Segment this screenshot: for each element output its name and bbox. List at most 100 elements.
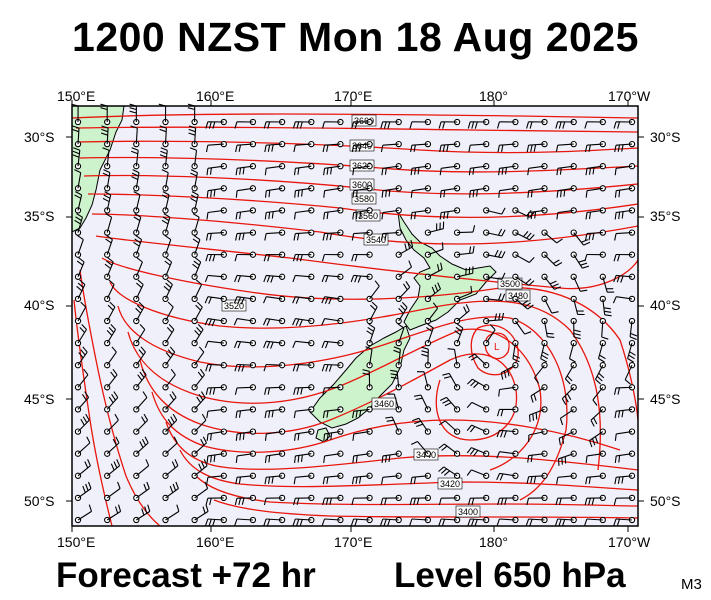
wind-barb xyxy=(528,428,548,443)
wind-barb xyxy=(351,229,373,241)
wind-barb xyxy=(205,140,227,153)
wind-barb xyxy=(556,163,577,176)
wind-barb xyxy=(412,417,432,435)
wind-barb xyxy=(352,207,373,220)
wind-barb xyxy=(235,229,257,241)
wind-barb xyxy=(613,273,636,283)
wind-barb xyxy=(233,317,257,326)
wind-barb xyxy=(321,118,344,129)
graticule-ticks xyxy=(66,100,644,532)
wind-barb xyxy=(584,229,606,241)
wind-barb xyxy=(590,406,606,427)
wind-barb xyxy=(555,494,577,506)
wind-barb xyxy=(233,295,257,305)
wind-barb xyxy=(234,362,257,372)
wind-barb xyxy=(205,229,227,241)
wind-barb xyxy=(294,450,315,463)
wind-barb xyxy=(162,413,178,435)
lon-label-bottom-180: 180° xyxy=(479,534,508,550)
svg-text:3500: 3500 xyxy=(500,279,520,289)
wind-barb xyxy=(628,317,638,341)
wind-barb xyxy=(322,384,344,395)
wind-barb xyxy=(612,295,636,304)
contour-label-3460: 3460 xyxy=(371,397,397,410)
wind-barb xyxy=(129,103,140,126)
wind-barb xyxy=(321,516,344,526)
wind-barb xyxy=(584,494,606,506)
wind-barb xyxy=(614,163,636,176)
wind-barb xyxy=(614,207,636,220)
wind-barb xyxy=(599,317,609,340)
wind-barb xyxy=(263,339,286,349)
wind-barb xyxy=(410,185,432,198)
wind-barb xyxy=(468,140,490,153)
wind-barb xyxy=(362,369,373,391)
wind-barb xyxy=(205,516,227,527)
contour-label-3660: 3660 xyxy=(351,114,377,127)
wind-barb xyxy=(190,169,198,192)
wind-barb xyxy=(292,516,315,527)
wind-barb xyxy=(483,207,506,215)
wind-barb xyxy=(352,428,373,441)
wind-barb xyxy=(191,279,203,303)
wind-barb xyxy=(206,406,227,419)
wind-barb xyxy=(614,140,636,153)
wind-barb xyxy=(191,368,205,391)
wind-barb xyxy=(483,249,506,259)
wind-barb xyxy=(262,317,286,326)
wind-barb xyxy=(100,103,111,126)
wind-barb xyxy=(191,235,201,258)
wind-barb xyxy=(234,273,257,283)
wind-barb xyxy=(104,301,116,325)
wind-barb xyxy=(467,516,490,527)
wind-barb xyxy=(264,163,286,176)
wind-barb xyxy=(191,481,209,502)
wind-barb xyxy=(321,295,344,305)
wind-barb xyxy=(205,494,227,506)
wind-barb xyxy=(390,369,402,391)
wind-barb xyxy=(74,279,86,303)
wind-barb xyxy=(104,279,115,303)
wind-barb xyxy=(235,406,257,419)
wind-barb xyxy=(558,428,577,446)
wind-barb xyxy=(133,257,143,280)
wind-barb xyxy=(322,472,344,485)
wind-barb xyxy=(466,424,490,435)
contour-lines xyxy=(71,113,639,527)
wind-barb xyxy=(130,147,140,170)
wind-barb xyxy=(555,118,577,129)
wind-barb xyxy=(292,339,315,349)
lon-label-bottom-170w: 170°W xyxy=(608,534,651,550)
wind-barb xyxy=(159,147,169,170)
wind-barb xyxy=(527,207,548,220)
wind-barb xyxy=(614,185,636,198)
contour-label-3500: 3500 xyxy=(497,277,523,290)
wind-barb xyxy=(614,428,636,441)
wind-barb xyxy=(413,394,432,413)
wind-barb xyxy=(409,118,432,129)
wind-barb xyxy=(584,140,606,153)
wind-barb xyxy=(162,436,178,457)
wind-barb xyxy=(467,118,490,129)
wind-barb xyxy=(74,301,87,325)
wind-barb xyxy=(104,324,117,347)
wind-barb xyxy=(512,251,535,263)
wind-barb xyxy=(104,413,119,435)
wind-barb xyxy=(497,140,519,153)
wind-barb xyxy=(467,494,490,506)
wind-barb xyxy=(133,413,149,435)
wind-barb xyxy=(206,428,227,441)
wind-barb xyxy=(74,413,90,435)
wind-barb xyxy=(352,163,373,176)
wind-barb xyxy=(585,472,606,485)
wind-barb xyxy=(294,185,315,198)
lat-label-right-30s: 30°S xyxy=(650,129,681,145)
wind-barb xyxy=(614,450,636,463)
wind-barb xyxy=(292,362,315,372)
wind-barb xyxy=(322,406,344,419)
wind-barb xyxy=(410,472,432,485)
wind-barb xyxy=(592,384,606,406)
wind-barb xyxy=(162,346,176,369)
wind-barb xyxy=(526,140,548,153)
